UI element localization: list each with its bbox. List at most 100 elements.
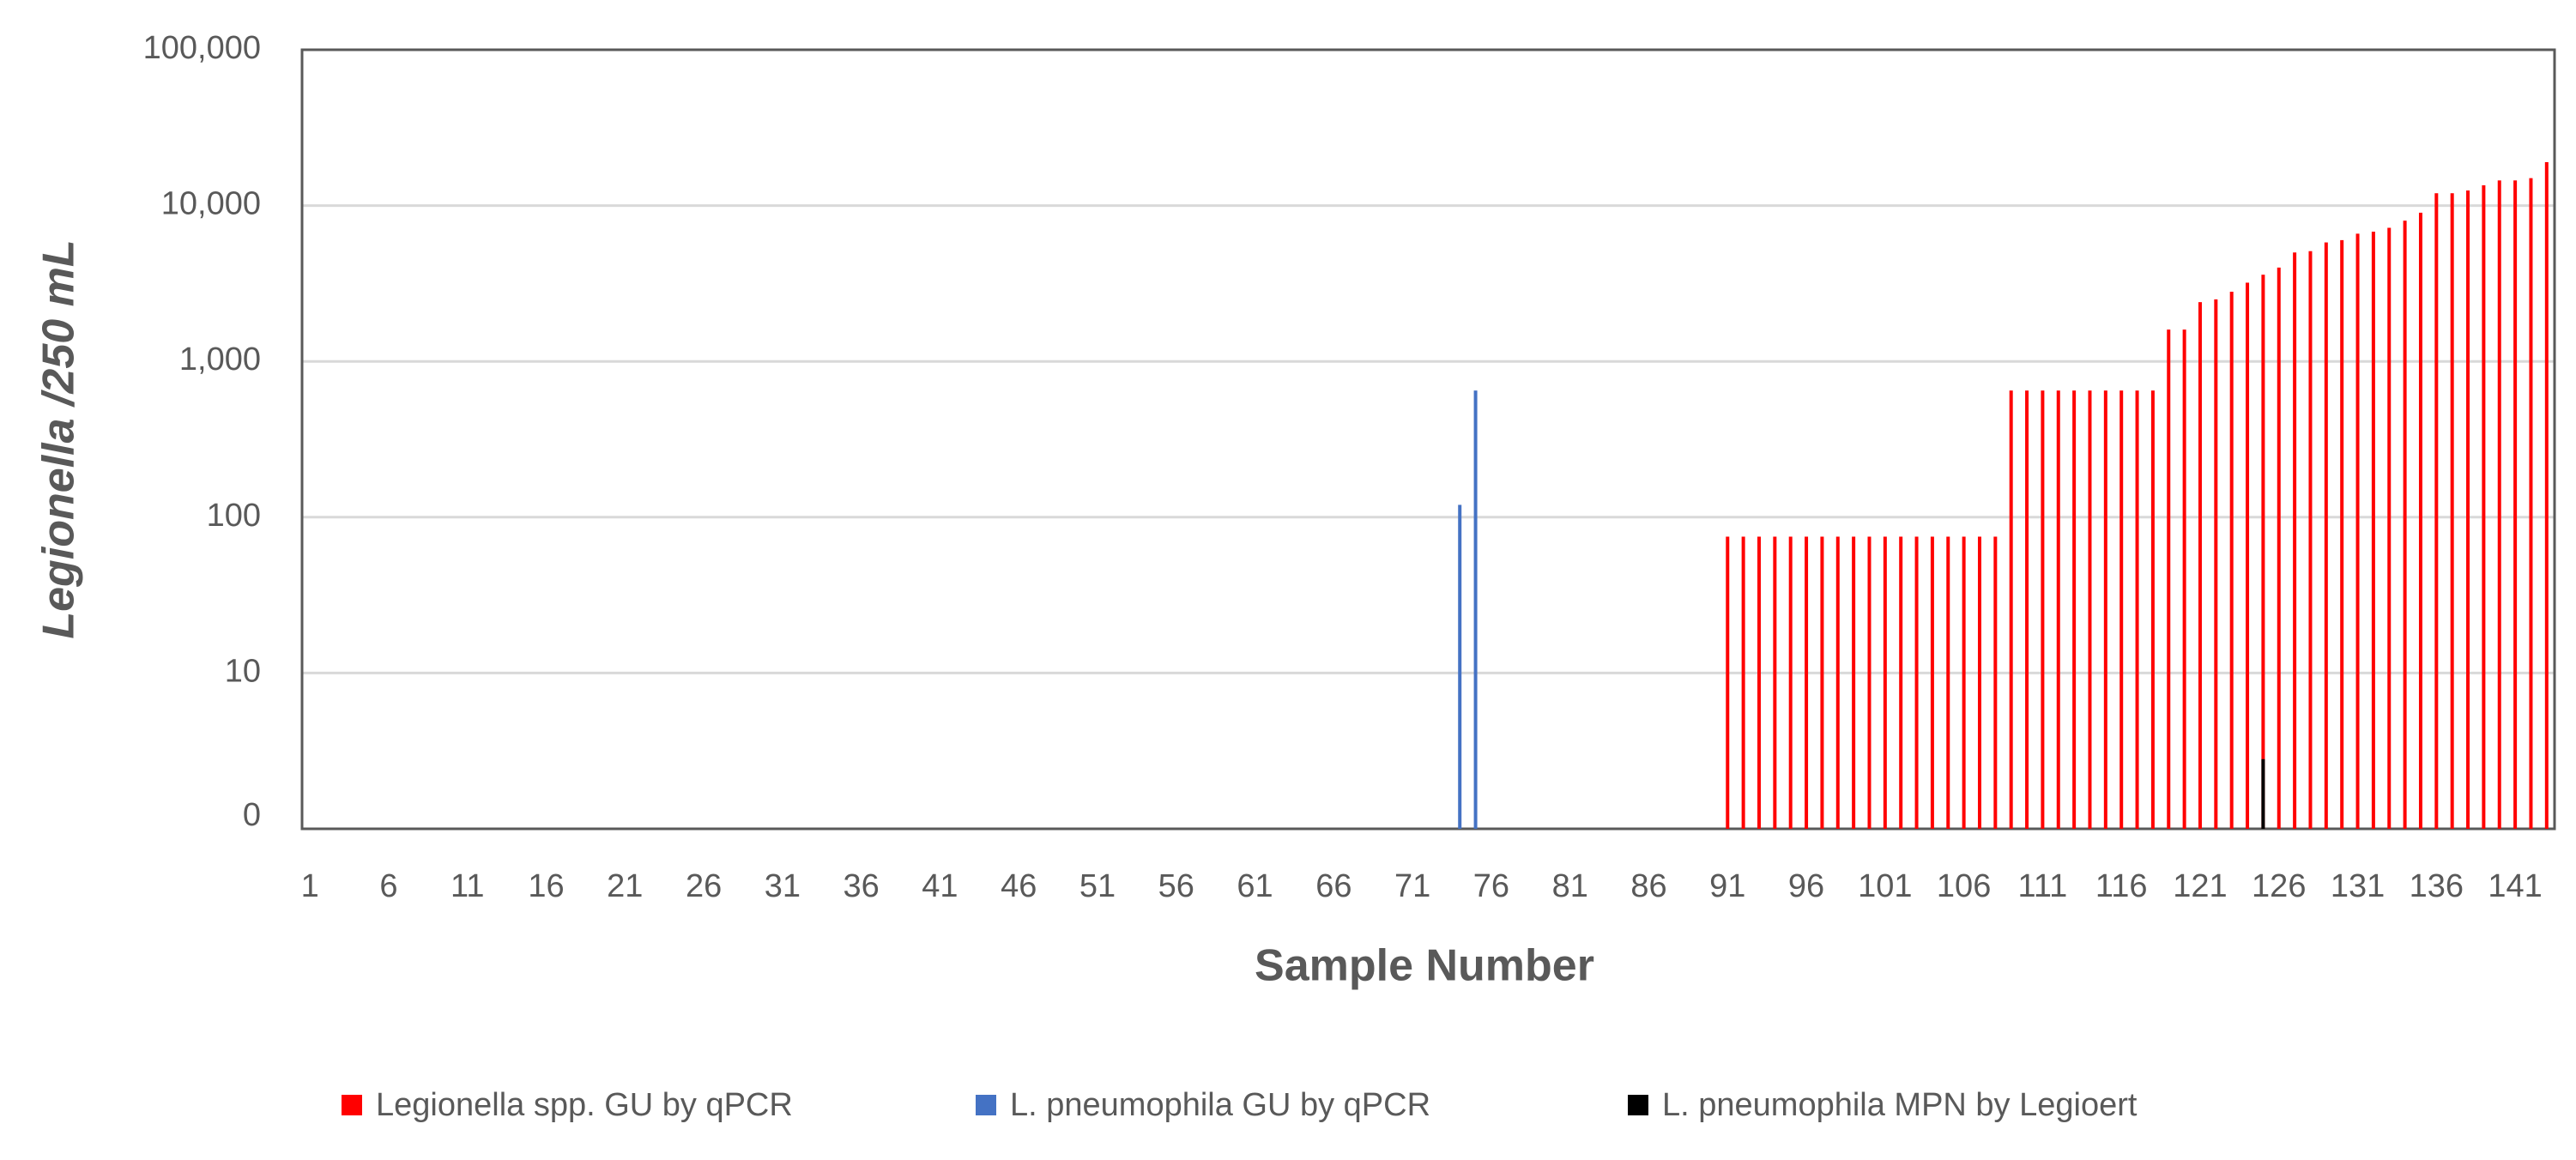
- x-tick-label: 86: [1630, 868, 1666, 904]
- x-tick-label: 141: [2488, 868, 2542, 904]
- bar: [2198, 302, 2202, 829]
- y-tick-label: 100: [207, 498, 261, 534]
- bar: [1773, 536, 1777, 829]
- bar: [2009, 390, 2013, 829]
- x-tick-label: 31: [765, 868, 801, 904]
- x-tick-label: 106: [1937, 868, 1991, 904]
- x-axis-title: Sample Number: [1255, 941, 1594, 991]
- x-tick-label: 81: [1552, 868, 1588, 904]
- x-tick-label: 136: [2410, 868, 2464, 904]
- x-tick-label: 21: [607, 868, 643, 904]
- x-tick-label: 111: [2018, 868, 2068, 904]
- bar: [2088, 390, 2092, 829]
- bar: [2371, 232, 2375, 830]
- bar: [2450, 193, 2454, 829]
- bar: [1805, 536, 1809, 829]
- x-tick-label: 116: [2095, 868, 2148, 904]
- x-tick-label: 101: [1858, 868, 1912, 904]
- bar: [1993, 536, 1998, 829]
- bar: [1946, 536, 1950, 829]
- y-tick-label: 0: [243, 797, 261, 833]
- x-tick-label: 131: [2331, 868, 2385, 904]
- x-tick-label: 6: [379, 868, 397, 904]
- bar: [2497, 180, 2501, 829]
- legend-swatch: [1628, 1095, 1648, 1115]
- bar: [2119, 390, 2124, 829]
- bar: [2418, 212, 2422, 830]
- x-tick-label: 76: [1473, 868, 1509, 904]
- bar: [1458, 504, 1462, 829]
- bar: [2482, 184, 2486, 829]
- bar: [2246, 282, 2250, 830]
- bar: [1930, 536, 1934, 829]
- plot-border: [300, 48, 2556, 831]
- bar: [1899, 536, 1903, 829]
- bar: [2355, 233, 2360, 829]
- bar: [1757, 536, 1761, 829]
- bar: [1852, 536, 1856, 829]
- bar: [1867, 536, 1872, 829]
- bar: [1726, 536, 1730, 829]
- x-tick-label: 66: [1315, 868, 1351, 904]
- bar: [2041, 390, 2045, 829]
- bar: [2229, 291, 2234, 829]
- bar: [1741, 536, 1745, 829]
- x-tick-label: 16: [528, 868, 564, 904]
- bar: [2182, 329, 2186, 829]
- x-tick-label: 96: [1788, 868, 1824, 904]
- bar: [2513, 180, 2518, 829]
- x-tick-label: 11: [450, 868, 484, 904]
- x-tick-label: 56: [1158, 868, 1194, 904]
- bar: [2072, 390, 2077, 829]
- bar: [2025, 390, 2029, 829]
- x-tick-label: 121: [2173, 868, 2227, 904]
- bar: [2214, 299, 2218, 829]
- bar: [1883, 536, 1887, 829]
- bar: [2167, 329, 2171, 829]
- y-tick-label: 1,000: [179, 341, 261, 378]
- bar: [1820, 536, 1824, 829]
- x-tick-label: 51: [1079, 868, 1116, 904]
- bar: [2544, 161, 2549, 830]
- bar: [2150, 390, 2155, 829]
- bar: [2529, 178, 2533, 829]
- legend-label: Legionella spp. GU by qPCR: [376, 1087, 793, 1123]
- x-tick-label: 1: [301, 868, 319, 904]
- bar: [2293, 252, 2297, 829]
- y-tick-label: 100,000: [143, 30, 261, 66]
- x-tick-label: 61: [1237, 868, 1273, 904]
- y-tick-label: 10: [225, 653, 261, 689]
- bar: [1977, 536, 1981, 829]
- legend-swatch: [976, 1095, 996, 1115]
- bar: [2308, 251, 2313, 829]
- bar: [2261, 758, 2265, 829]
- x-tick-label: 46: [1001, 868, 1037, 904]
- bar: [1962, 536, 1966, 829]
- x-tick-label: 91: [1709, 868, 1745, 904]
- y-tick-label: 10,000: [161, 186, 261, 222]
- legend-label: L. pneumophila GU by qPCR: [1010, 1087, 1430, 1123]
- bar: [2103, 390, 2107, 829]
- y-axis-title: Legionella /250 mL: [34, 239, 84, 638]
- bar: [2403, 221, 2407, 829]
- bar: [2387, 227, 2392, 829]
- bar: [2135, 390, 2139, 829]
- bar: [1473, 390, 1478, 829]
- bar: [2324, 242, 2328, 829]
- x-tick-label: 71: [1394, 868, 1430, 904]
- legend-label: L. pneumophila MPN by Legioert: [1662, 1087, 2138, 1123]
- bar: [1788, 536, 1793, 829]
- x-tick-label: 41: [922, 868, 958, 904]
- bar: [1914, 536, 1919, 829]
- x-tick-label: 126: [2252, 868, 2306, 904]
- bar: [1835, 536, 1840, 829]
- bar: [2340, 239, 2344, 830]
- bar: [2277, 267, 2281, 829]
- x-tick-label: 26: [686, 868, 722, 904]
- bar: [2056, 390, 2060, 829]
- bar: [2466, 190, 2470, 829]
- bar: [2261, 275, 2265, 829]
- legend-swatch: [342, 1095, 362, 1115]
- x-tick-label: 36: [844, 868, 880, 904]
